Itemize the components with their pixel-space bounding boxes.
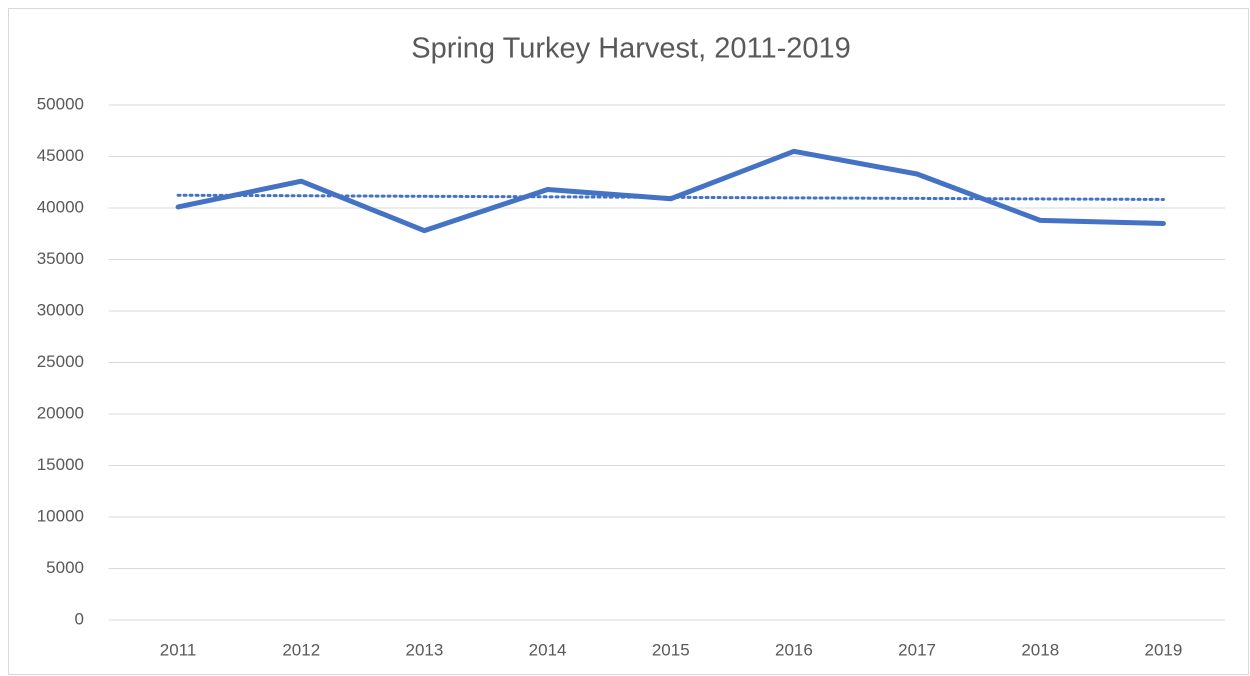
y-tick-label: 0 <box>75 609 84 628</box>
y-tick-label: 20000 <box>37 403 84 422</box>
x-tick-label: 2012 <box>282 640 320 659</box>
x-tick-label: 2017 <box>898 640 936 659</box>
y-tick-label: 35000 <box>37 249 84 268</box>
line-series <box>175 148 1166 234</box>
x-tick-label: 2015 <box>652 640 690 659</box>
x-tick-label: 2013 <box>406 640 444 659</box>
y-tick-label: 15000 <box>37 455 84 474</box>
x-tick-label: 2019 <box>1145 640 1183 659</box>
y-tick-label: 5000 <box>46 558 84 577</box>
x-tick-label: 2016 <box>775 640 813 659</box>
y-tick-label: 25000 <box>37 352 84 371</box>
y-tick-label: 40000 <box>37 197 84 216</box>
y-tick-label: 50000 <box>37 94 84 113</box>
y-tick-label: 10000 <box>37 506 84 525</box>
x-tick-label: 2018 <box>1021 640 1059 659</box>
y-tick-label: 30000 <box>37 300 84 319</box>
chart-frame <box>8 8 1249 675</box>
y-tick-label: 45000 <box>37 146 84 165</box>
x-tick-label: 2014 <box>529 640 567 659</box>
chart-title: Spring Turkey Harvest, 2011-2019 <box>411 33 851 65</box>
x-tick-label: 2011 <box>160 640 197 659</box>
